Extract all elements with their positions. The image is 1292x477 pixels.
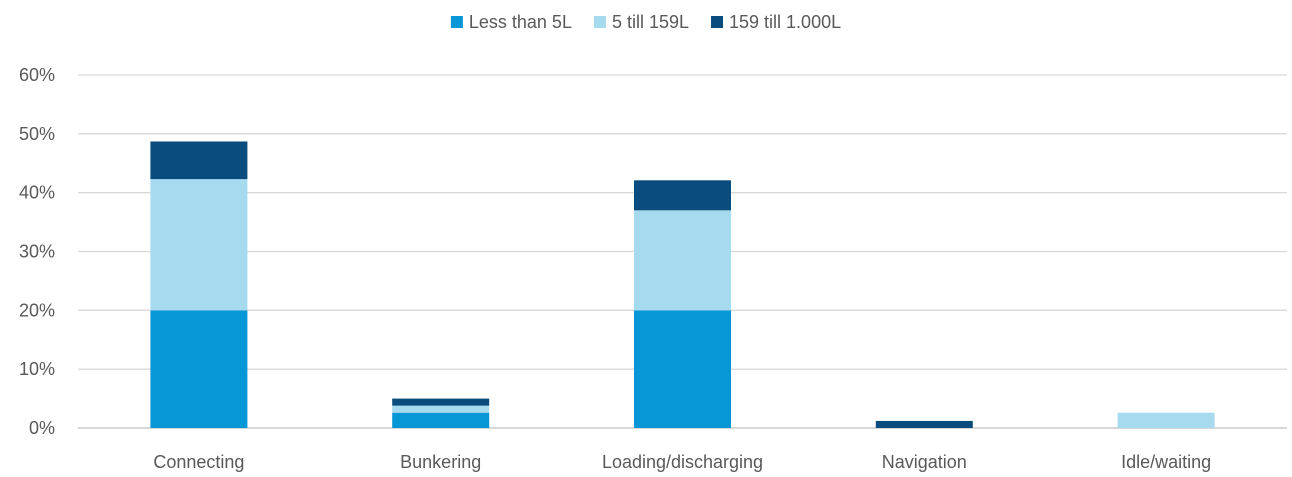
legend-swatch: [450, 16, 463, 28]
y-tick-label: 50%: [19, 124, 55, 144]
y-tick-label: 0%: [29, 418, 55, 438]
bar-segment-5-till-159l: [1117, 412, 1215, 428]
legend-swatch: [711, 16, 724, 28]
bar-segment-159-till-1-000l: [392, 398, 490, 406]
y-tick-label: 40%: [19, 183, 55, 203]
bar-segment-5-till-159l: [634, 210, 731, 311]
x-category-label: Navigation: [882, 452, 967, 472]
legend-swatch: [593, 16, 606, 28]
x-category-label: Connecting: [153, 452, 244, 472]
bar-segment-5-till-159l: [392, 405, 490, 413]
bar-segment-less-than-5l: [634, 310, 731, 428]
bar-segment-less-than-5l: [392, 412, 490, 428]
bar-segment-159-till-1-000l: [875, 420, 973, 428]
y-tick-label: 30%: [19, 242, 55, 262]
legend-label: 159 till 1.000L: [729, 12, 841, 32]
legend-label: 5 till 159L: [612, 12, 689, 32]
x-category-label: Bunkering: [400, 452, 481, 472]
bar-segment-159-till-1-000l: [634, 180, 731, 211]
legend-label: Less than 5L: [469, 12, 572, 32]
y-tick-label: 60%: [19, 65, 55, 85]
y-tick-label: 20%: [19, 300, 55, 320]
x-category-label: Idle/waiting: [1121, 452, 1211, 472]
bar-segment-5-till-159l: [150, 179, 248, 311]
bar-segment-less-than-5l: [150, 310, 248, 428]
bar-segment-159-till-1-000l: [150, 141, 248, 180]
y-tick-label: 10%: [19, 359, 55, 379]
x-category-label: Loading/discharging: [602, 452, 763, 472]
